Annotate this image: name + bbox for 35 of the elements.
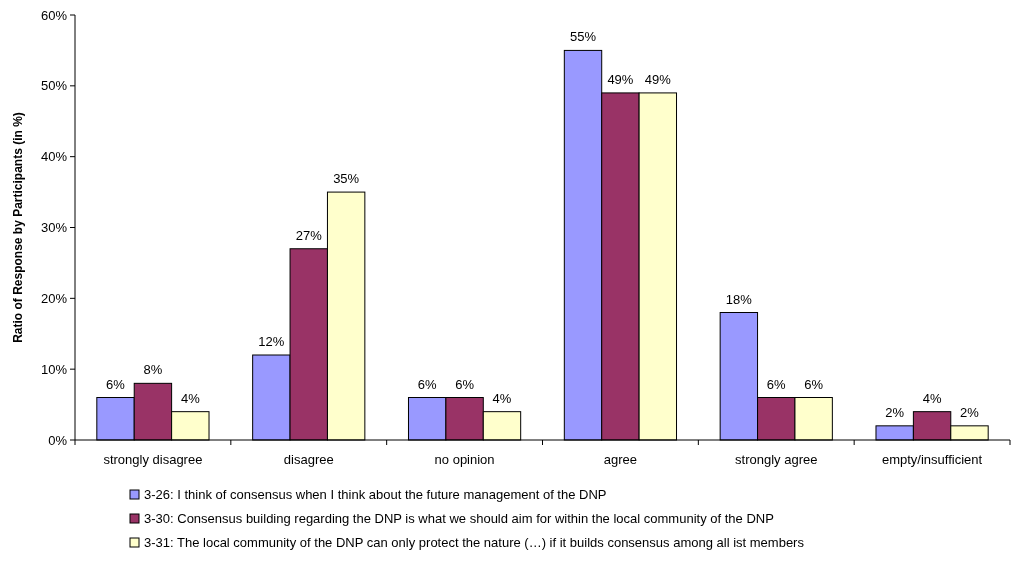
data-label: 27% bbox=[295, 227, 323, 243]
data-label: 35% bbox=[333, 171, 360, 187]
data-label: 6% bbox=[455, 376, 475, 392]
data-label: 49% bbox=[607, 71, 634, 87]
data-label: 4% bbox=[492, 390, 512, 406]
x-tick-label: no opinion bbox=[434, 452, 495, 467]
data-label: 6% bbox=[766, 376, 787, 392]
y-tick-label: 30% bbox=[40, 220, 68, 236]
data-label: 4% bbox=[922, 390, 942, 406]
legend-label: 3-31: The local community of the DNP can only protect the nature (…) if it builds consensus among all ist members bbox=[144, 535, 805, 550]
legend-label: 3-30: Consensus building regarding the DNP is what we should aim for within the local community of the DNP bbox=[144, 511, 774, 526]
x-tick-label: strongly disagree bbox=[103, 452, 203, 467]
data-label: 6% bbox=[804, 376, 824, 392]
data-label: 12% bbox=[258, 334, 285, 349]
data-label: 6% bbox=[106, 376, 126, 392]
data-label: 55% bbox=[570, 29, 597, 45]
data-label: 2% bbox=[885, 404, 905, 420]
y-tick-label: 10% bbox=[40, 361, 68, 377]
data-label: 8% bbox=[143, 362, 163, 378]
data-label: 18% bbox=[725, 291, 753, 307]
y-tick-label: 20% bbox=[40, 290, 68, 306]
data-label: 2% bbox=[960, 404, 980, 420]
data-label: 4% bbox=[180, 390, 201, 406]
x-tick-label: disagree bbox=[283, 452, 334, 467]
y-tick-label: 0% bbox=[48, 432, 68, 448]
x-tick-label: strongly agree bbox=[735, 452, 818, 467]
y-tick-label: 40% bbox=[40, 149, 68, 165]
y-tick-label: 60% bbox=[40, 7, 68, 23]
y-axis-title: Ratio of Response by Participants (in %) bbox=[11, 112, 25, 343]
data-label: 6% bbox=[417, 376, 438, 392]
x-tick-label: empty/insufficient bbox=[881, 452, 983, 467]
x-tick-label: agree bbox=[603, 452, 638, 467]
legend-label: 3-26: I think of consensus when I think about the future management of the DNP bbox=[144, 487, 607, 502]
y-tick-label: 50% bbox=[40, 78, 68, 94]
data-label: 49% bbox=[644, 71, 672, 87]
